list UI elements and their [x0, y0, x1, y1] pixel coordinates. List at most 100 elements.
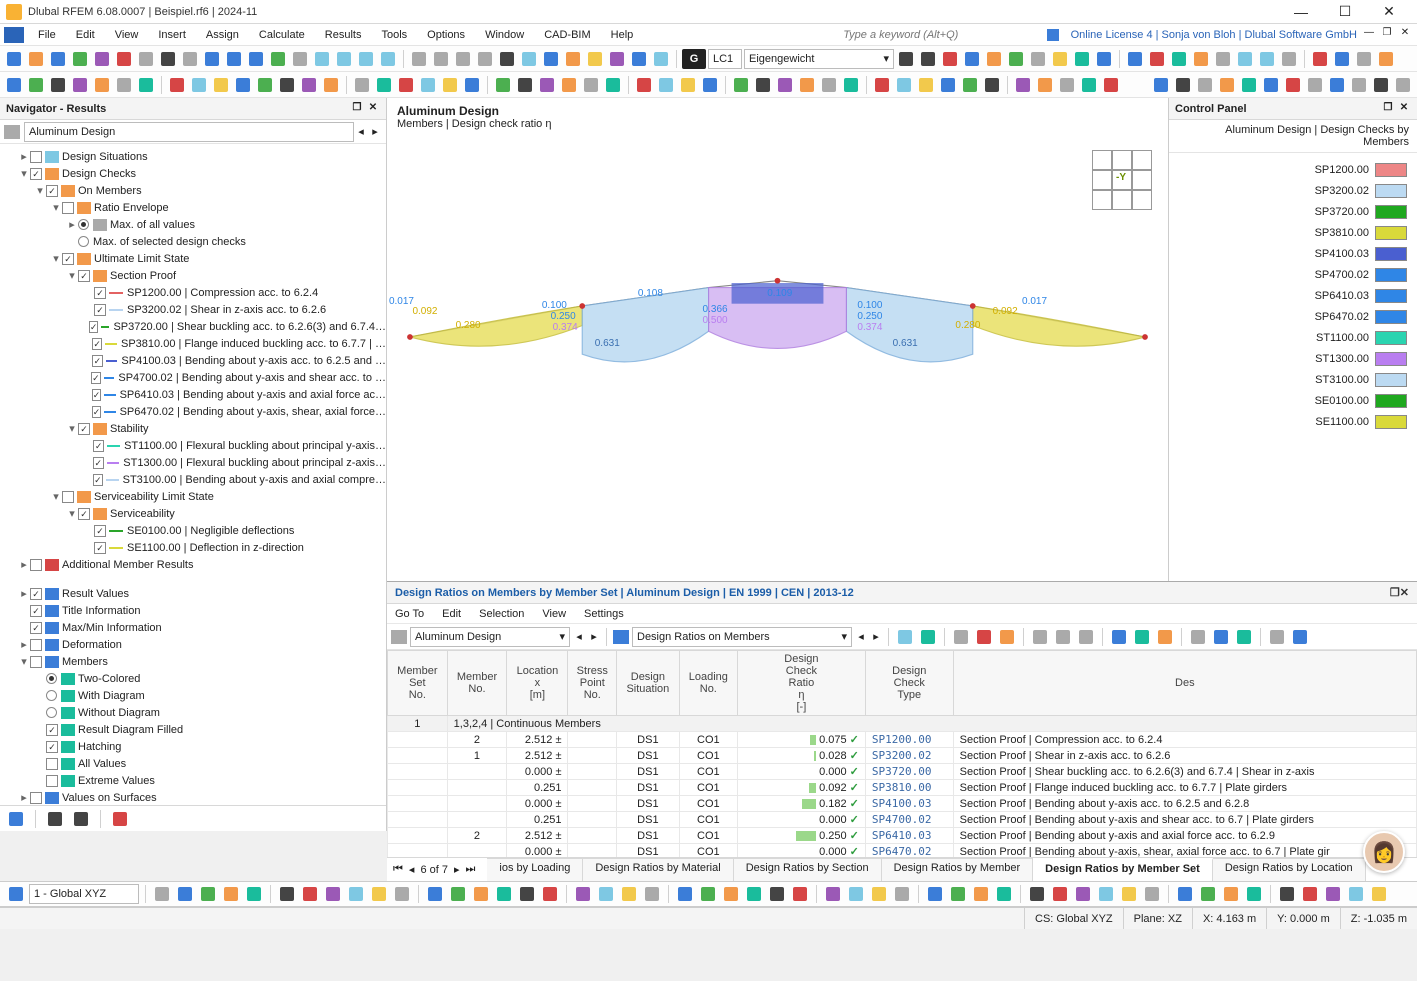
toolbar1-btn4-6[interactable]	[1257, 49, 1277, 69]
bs-btn-26[interactable]	[790, 884, 810, 904]
tp-tool-2[interactable]	[951, 627, 971, 647]
toolbar2-btn-29[interactable]	[678, 75, 698, 95]
bs-btn-8[interactable]	[346, 884, 366, 904]
tree-checkbox[interactable]	[46, 775, 58, 787]
toolbar1-btn3-4[interactable]	[984, 49, 1004, 69]
legend-row[interactable]: SE1100.00	[1179, 411, 1407, 432]
bs-btn-23[interactable]	[721, 884, 741, 904]
nav-btn-3[interactable]	[71, 809, 91, 829]
tree-node[interactable]: ✓ST1100.00 | Flexural buckling about pri…	[2, 437, 386, 454]
toolbar2-btn-4[interactable]	[92, 75, 112, 95]
maximize-button[interactable]: ☐	[1323, 0, 1367, 24]
tree-label[interactable]: On Members	[78, 183, 142, 199]
tree-label[interactable]: Ratio Envelope	[94, 200, 169, 216]
toolbar2-btn-19[interactable]	[440, 75, 460, 95]
toolbar2-btn-39[interactable]	[916, 75, 936, 95]
tree-checkbox[interactable]: ✓	[92, 338, 102, 350]
bs-btn-11[interactable]	[425, 884, 445, 904]
tree-node[interactable]: ✓Title Information	[2, 602, 386, 619]
pager-next[interactable]: ▸	[454, 863, 460, 876]
tree-label[interactable]: Max. of all values	[110, 217, 195, 233]
tp-dropdown-2[interactable]: Design Ratios on Members▾	[632, 627, 852, 647]
bs-btn-45[interactable]	[1277, 884, 1297, 904]
table-tab[interactable]: Design Ratios by Section	[734, 859, 882, 882]
toolbar2-btn-6[interactable]	[136, 75, 156, 95]
tree-label[interactable]: SE0100.00 | Negligible deflections	[127, 523, 294, 539]
tp-tool-5[interactable]	[1030, 627, 1050, 647]
menu-file[interactable]: File	[28, 27, 66, 43]
toolbar1-btn-15[interactable]	[334, 49, 354, 69]
tree-label[interactable]: SP3200.02 | Shear in z-axis acc. to 6.2.…	[127, 302, 326, 318]
table-row[interactable]: 0.251 DS1 CO1 0.000✓ SP4700.02 Section P…	[388, 812, 1417, 828]
bs-btn-41[interactable]	[1175, 884, 1195, 904]
legend-row[interactable]: SE0100.00	[1179, 390, 1407, 411]
tree-node[interactable]: Two-Colored	[2, 670, 386, 687]
toolbar1-btn2-9[interactable]	[607, 49, 627, 69]
tree-checkbox[interactable]: ✓	[92, 355, 102, 367]
tp-tool-9[interactable]	[1132, 627, 1152, 647]
toolbar2-btn-8[interactable]	[189, 75, 209, 95]
toolbar1-btn-1[interactable]	[26, 49, 46, 69]
bs-btn-33[interactable]	[971, 884, 991, 904]
menu-view[interactable]: View	[105, 27, 149, 43]
navigator-float-button[interactable]: ❐	[350, 102, 364, 116]
toolbar1-btn-3[interactable]	[70, 49, 90, 69]
legend-row[interactable]: ST3100.00	[1179, 369, 1407, 390]
tree-checkbox[interactable]: ✓	[93, 457, 104, 469]
toolbar1-btn-13[interactable]	[290, 49, 310, 69]
cp-close-button[interactable]: ✕	[1397, 102, 1411, 116]
toolbar2-btn-9[interactable]	[211, 75, 231, 95]
table-row[interactable]: 1 2.512 ± DS1 CO1 0.028✓ SP3200.02 Secti…	[388, 748, 1417, 764]
toolbar1-btn2-5[interactable]	[519, 49, 539, 69]
lc-name-combo[interactable]: Eigengewicht▾	[744, 49, 894, 69]
bs-btn-38[interactable]	[1096, 884, 1116, 904]
tree-label[interactable]: Members	[62, 654, 108, 670]
table-column-header[interactable]: MemberNo.	[447, 651, 507, 716]
tree-checkbox[interactable]: ✓	[62, 253, 74, 265]
tree-node[interactable]: Without Diagram	[2, 704, 386, 721]
toolbar2-btn-27[interactable]	[634, 75, 654, 95]
tree-radio[interactable]	[46, 707, 57, 718]
bs-btn-22[interactable]	[698, 884, 718, 904]
bs-btn-24[interactable]	[744, 884, 764, 904]
bs-btn-20[interactable]	[642, 884, 662, 904]
toolbar1-btn4-2[interactable]	[1169, 49, 1189, 69]
table-column-header[interactable]: DesignCheckType	[865, 651, 953, 716]
tree-checkbox[interactable]: ✓	[89, 321, 99, 333]
tp-float-button[interactable]: ❐	[1390, 586, 1400, 599]
table-row[interactable]: 0.000 ± DS1 CO1 0.000✓ SP6470.02 Section…	[388, 844, 1417, 858]
toolbar1-btn2-7[interactable]	[563, 49, 583, 69]
bs-btn-18[interactable]	[596, 884, 616, 904]
tree-node[interactable]: ✓SP1200.00 | Compression acc. to 6.2.4	[2, 284, 386, 301]
table-tab[interactable]: Design Ratios by Member Set	[1033, 858, 1213, 882]
toolbar1-btn-8[interactable]	[180, 49, 200, 69]
toolbar2-btn-46[interactable]	[1079, 75, 1099, 95]
tree-label[interactable]: Stability	[110, 421, 149, 437]
toolbar2-btn-2[interactable]	[48, 75, 68, 95]
tree-label[interactable]: Two-Colored	[78, 671, 140, 687]
bs-btn-15[interactable]	[517, 884, 537, 904]
tree-node[interactable]: ▾Serviceability Limit State	[2, 488, 386, 505]
toolbar2-btn-34[interactable]	[797, 75, 817, 95]
toolbar2-btn-43[interactable]	[1013, 75, 1033, 95]
bs-btn-28[interactable]	[846, 884, 866, 904]
tree-label[interactable]: SE1100.00 | Deflection in z-direction	[127, 540, 304, 556]
menu-app-icon[interactable]	[4, 27, 24, 43]
toolbar1-btn4-0[interactable]	[1125, 49, 1145, 69]
tree-label[interactable]: SP3720.00 | Shear buckling acc. to 6.2.6…	[113, 319, 386, 335]
toolbar2-btn-45[interactable]	[1057, 75, 1077, 95]
tree-node[interactable]: ▸Deformation	[2, 636, 386, 653]
legend-row[interactable]: SP1200.00	[1179, 159, 1407, 180]
navigator-dropdown[interactable]: Aluminum Design	[24, 122, 354, 142]
bs-btn-44[interactable]	[1244, 884, 1264, 904]
tree-checkbox[interactable]: ✓	[94, 525, 106, 537]
bs-btn-9[interactable]	[369, 884, 389, 904]
table-column-header[interactable]: StressPointNo.	[568, 651, 617, 716]
tp-tool-15[interactable]	[1290, 627, 1310, 647]
tree-checkbox[interactable]	[62, 202, 74, 214]
toolbar1-btn3-9[interactable]	[1094, 49, 1114, 69]
tree-checkbox[interactable]	[30, 639, 42, 651]
toolbar2-rbtn-8[interactable]	[1327, 75, 1347, 95]
tp-tool-6[interactable]	[1053, 627, 1073, 647]
navigator-tree[interactable]: ▸Design Situations▾✓Design Checks▾✓On Me…	[0, 144, 386, 805]
